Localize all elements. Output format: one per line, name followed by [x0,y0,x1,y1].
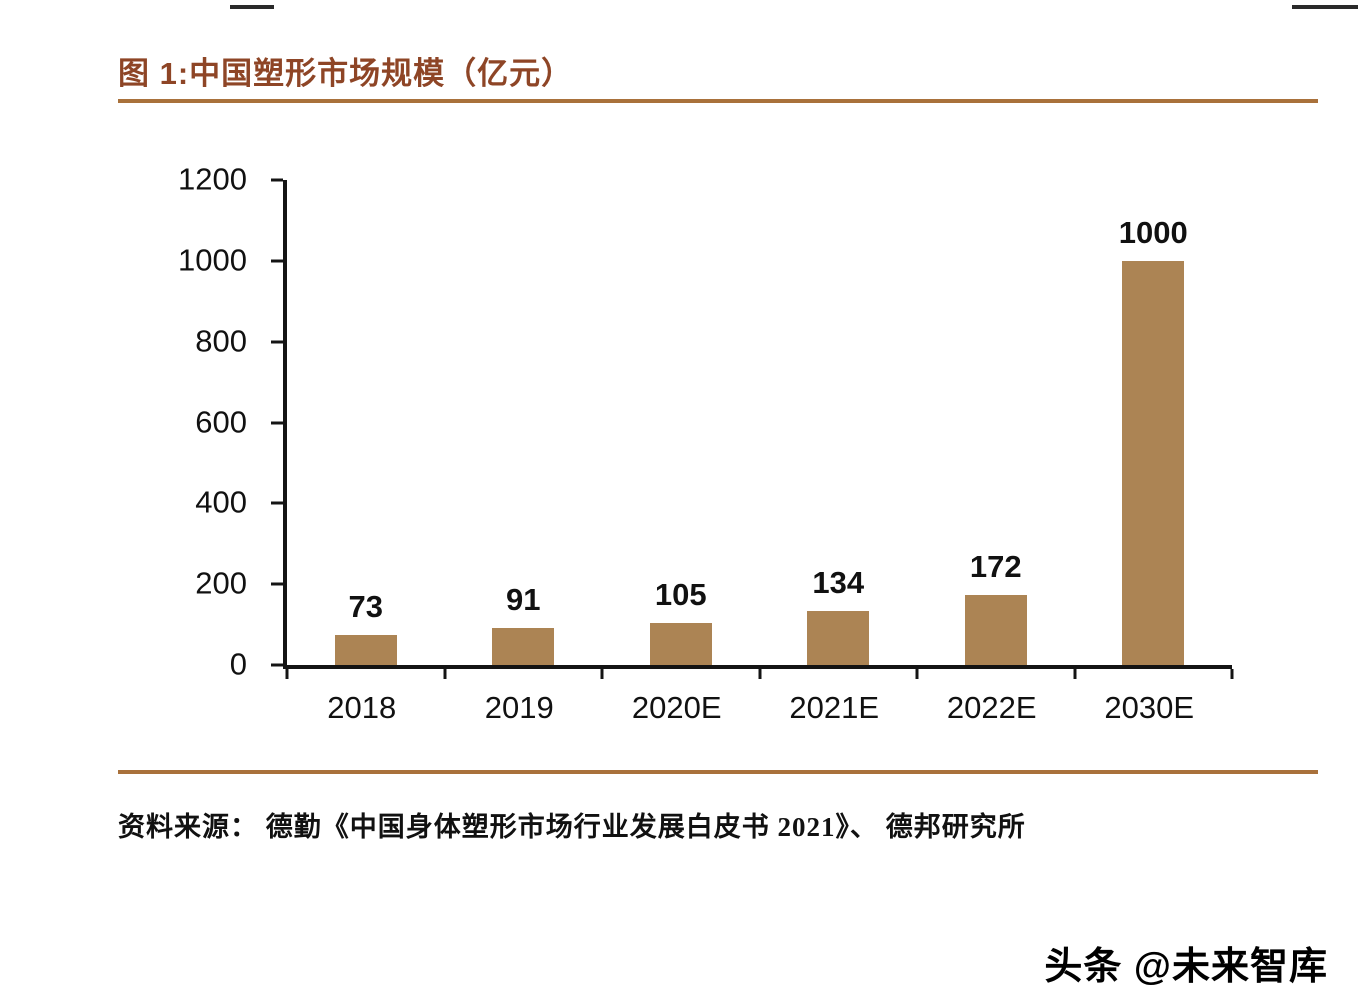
x-category-label: 2022E [946,690,1037,725]
bar-2018 [334,635,397,665]
bar-value-label: 91 [506,582,541,617]
y-tick-label: 1200 [178,161,247,197]
footer-divider-rule [118,770,1318,774]
y-tick-label: 400 [195,484,247,520]
table-border-remnant-left [230,5,274,9]
bar-2030E [1122,261,1185,665]
y-axis-labels: 0 200 400 600 800 1000 1200 [120,161,265,681]
x-tick-mark [443,669,446,679]
figure-title: 图 1:中国塑形市场规模（亿元） [118,56,574,91]
y-tick-label: 0 [229,646,247,682]
x-tick-mark [600,669,604,679]
x-category-label: 2030E [1104,690,1195,725]
y-tick-mark [271,501,283,505]
bar-value-label: 1000 [1118,215,1188,250]
x-tick-mark [1073,669,1076,679]
x-category-label: 2019 [484,690,554,725]
bar-value-label: 134 [812,565,865,600]
y-tick-mark [271,663,283,667]
y-tick-label: 800 [195,322,247,358]
x-axis-labels: 2018 2019 2020E 2021E 2022E 2030E [283,690,1228,736]
y-tick-mark [271,421,283,424]
table-border-remnant-right [1292,5,1358,9]
title-divider-rule [118,99,1318,103]
bar-2022E [964,595,1027,665]
x-tick-mark [915,669,919,679]
y-tick-mark [271,259,283,263]
bar-2019 [492,628,555,665]
source-attribution: 资料来源： 德勤《中国身体塑形市场行业发展白皮书 2021》、 德邦研究所 [118,812,1026,842]
x-tick-mark [1230,669,1234,679]
y-tick-mark [271,582,283,586]
x-category-label: 2020E [631,690,722,725]
bar-2020E [649,623,712,665]
plot-area: 73 91 105 134 172 1000 [271,178,1234,679]
x-tick-mark [285,669,289,679]
bar-value-label: 73 [348,589,383,624]
x-category-label: 2018 [327,690,397,725]
bar-2021E [807,611,870,665]
y-tick-mark [271,340,283,344]
y-tick-mark [271,178,283,182]
y-tick-label: 200 [195,565,247,601]
y-tick-label: 600 [195,403,247,439]
bar-value-label: 105 [654,577,707,612]
x-tick-mark [758,669,761,679]
bar-value-label: 172 [969,549,1022,584]
x-category-label: 2021E [789,690,880,725]
watermark-text: 头条 @未来智库 [1044,946,1328,988]
y-tick-label: 1000 [178,242,247,278]
